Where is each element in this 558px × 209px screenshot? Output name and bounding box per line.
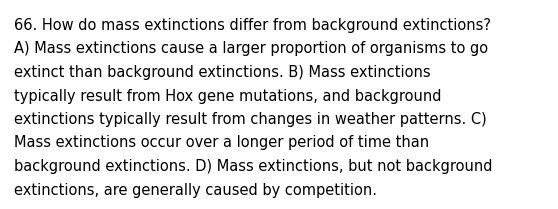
Text: typically result from Hox gene mutations, and background: typically result from Hox gene mutations… bbox=[14, 88, 441, 103]
Text: extinctions, are generally caused by competition.: extinctions, are generally caused by com… bbox=[14, 182, 377, 198]
Text: extinctions typically result from changes in weather patterns. C): extinctions typically result from change… bbox=[14, 112, 487, 127]
Text: extinct than background extinctions. B) Mass extinctions: extinct than background extinctions. B) … bbox=[14, 65, 431, 80]
Text: 66. How do mass extinctions differ from background extinctions?: 66. How do mass extinctions differ from … bbox=[14, 18, 491, 33]
Text: background extinctions. D) Mass extinctions, but not background: background extinctions. D) Mass extincti… bbox=[14, 159, 493, 174]
Text: Mass extinctions occur over a longer period of time than: Mass extinctions occur over a longer per… bbox=[14, 135, 429, 150]
Text: A) Mass extinctions cause a larger proportion of organisms to go: A) Mass extinctions cause a larger propo… bbox=[14, 42, 488, 56]
